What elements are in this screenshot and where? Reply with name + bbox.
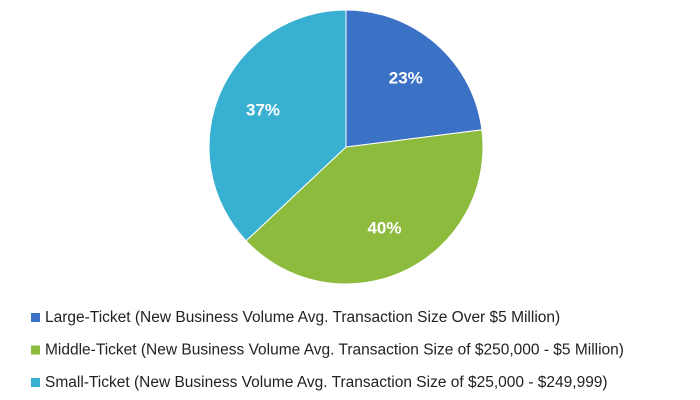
legend-swatch [31, 378, 40, 387]
data-label: 23% [389, 69, 423, 88]
legend-swatch [31, 345, 40, 355]
pie-slice [245, 129, 484, 285]
data-label: 37% [246, 101, 280, 120]
pie-slice [208, 9, 347, 242]
data-label: 40% [367, 218, 401, 237]
legend-label: Middle-Ticket (New Business Volume Avg. … [45, 342, 624, 359]
legend-label: Small-Ticket (New Business Volume Avg. T… [45, 374, 608, 391]
legend-label: Large-Ticket (New Business Volume Avg. T… [45, 309, 560, 326]
legend-swatch [31, 313, 40, 322]
pie-slice [345, 9, 483, 148]
